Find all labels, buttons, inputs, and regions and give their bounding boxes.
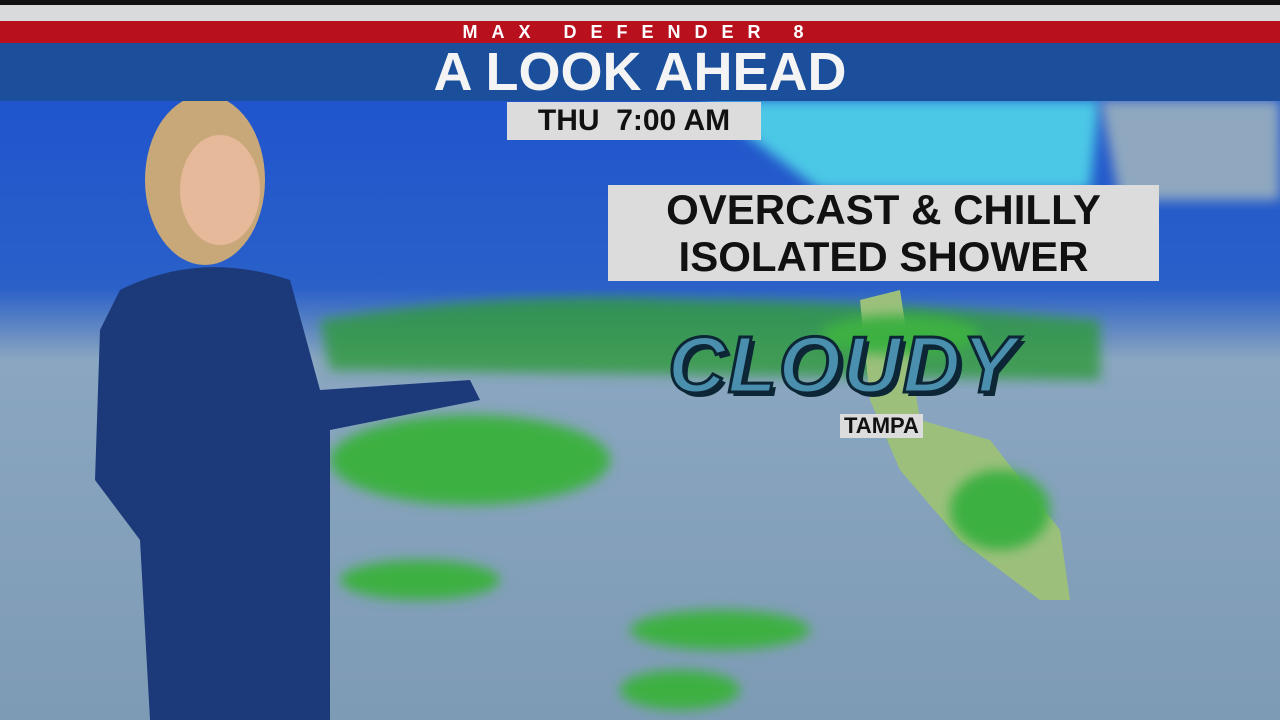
title-bar: A LOOK AHEAD [0,43,1280,101]
presenter [95,95,480,720]
cold-region [700,100,1100,190]
top-border [0,0,1280,5]
city-label: TAMPA [840,414,923,438]
brand-bar: MAX DEFENDER 8 [0,21,1280,43]
conditions-line-2: ISOLATED SHOWER [678,233,1089,280]
forecast-label: CLOUDY [667,320,1018,409]
top-strip [0,5,1280,21]
radar-cells [330,315,1050,710]
forecast-time: THU 7:00 AM [507,102,761,140]
conditions-line-1: OVERCAST & CHILLY [666,186,1101,233]
cloud-region [1100,100,1280,200]
conditions-panel: OVERCAST & CHILLY ISOLATED SHOWER [608,185,1159,281]
